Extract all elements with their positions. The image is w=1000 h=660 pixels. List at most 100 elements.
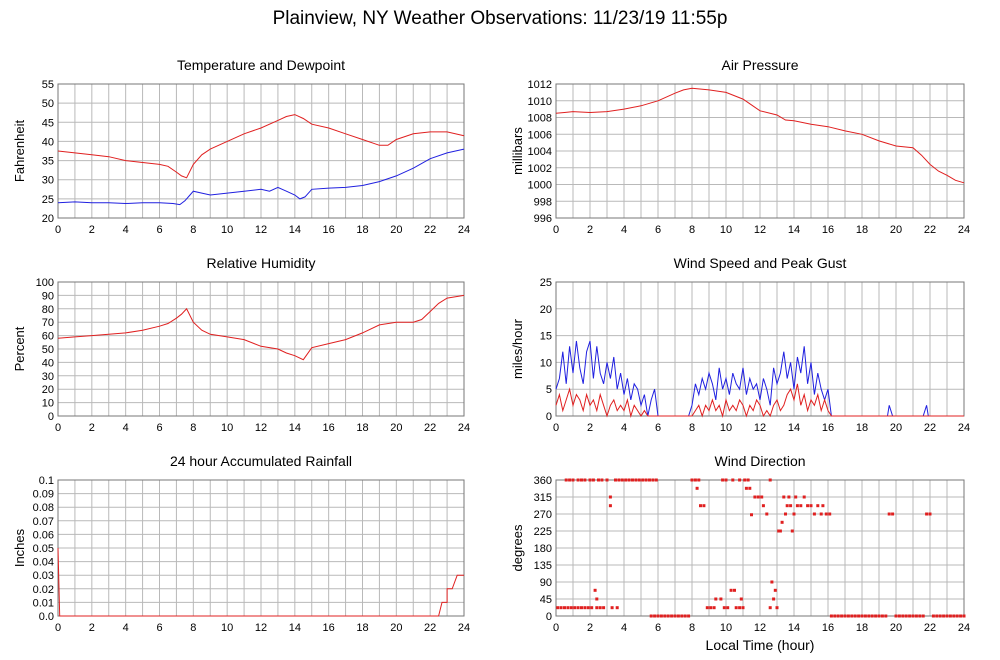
x-tick-label: 10 xyxy=(720,622,732,634)
series-line-0 xyxy=(57,547,464,617)
data-point xyxy=(724,478,728,482)
x-tick-label: 18 xyxy=(356,422,368,434)
data-point xyxy=(593,588,597,592)
x-tick-label: 0 xyxy=(553,622,559,634)
data-point xyxy=(556,606,560,610)
y-tick-label: 1010 xyxy=(528,96,552,108)
x-tick-label: 0 xyxy=(55,224,61,236)
x-tick-label: 14 xyxy=(788,622,800,634)
x-tick-label: 0 xyxy=(55,422,61,434)
x-tick-label: 16 xyxy=(323,422,335,434)
x-tick-label: 22 xyxy=(924,422,936,434)
data-point xyxy=(680,614,684,618)
data-point xyxy=(627,478,631,482)
data-point xyxy=(863,614,867,618)
y-tick-label: 0.09 xyxy=(33,489,54,501)
plot-frame xyxy=(555,479,965,617)
y-tick-label: 1002 xyxy=(528,163,552,175)
x-tick-label: 2 xyxy=(89,224,95,236)
y-tick-label: 0.1 xyxy=(39,475,54,487)
series-line-0 xyxy=(57,114,465,179)
series-line-1 xyxy=(57,148,465,206)
y-tick-label: 0.02 xyxy=(33,584,54,596)
data-point xyxy=(819,512,823,516)
x-tick-label: 20 xyxy=(890,422,902,434)
x-tick-label: 14 xyxy=(788,224,800,236)
data-point xyxy=(734,606,738,610)
data-point xyxy=(683,614,687,618)
plot-frame xyxy=(555,83,965,219)
data-point xyxy=(699,504,702,508)
x-tick-label: 22 xyxy=(924,224,936,236)
data-point xyxy=(768,606,772,610)
data-point xyxy=(931,614,935,618)
data-point xyxy=(945,614,949,618)
x-tick-label: 22 xyxy=(924,622,936,634)
data-point xyxy=(925,512,929,516)
y-tick-label: 35 xyxy=(42,156,54,168)
data-point xyxy=(743,478,747,482)
x-tick-label: 2 xyxy=(587,422,593,434)
panel-title: Wind Direction xyxy=(714,453,805,469)
data-point xyxy=(750,513,753,517)
data-point xyxy=(726,606,730,610)
y-tick-label: 1000 xyxy=(528,180,552,192)
x-tick-label: 16 xyxy=(323,224,335,236)
data-point xyxy=(564,478,568,482)
y-tick-label: 0.06 xyxy=(33,529,54,541)
plot-frame xyxy=(57,281,465,417)
panel-title: 24 hour Accumulated Rainfall xyxy=(170,453,352,469)
y-tick-label: 1004 xyxy=(528,146,552,158)
x-tick-label: 6 xyxy=(156,224,162,236)
data-point xyxy=(663,614,667,618)
data-point xyxy=(610,606,614,610)
data-point xyxy=(738,606,742,610)
y-tick-label: 0.08 xyxy=(33,502,54,514)
data-point xyxy=(952,614,956,618)
x-tick-label: 14 xyxy=(289,224,301,236)
data-point xyxy=(962,614,966,618)
data-point xyxy=(729,588,733,592)
data-point xyxy=(620,478,624,482)
data-point xyxy=(733,588,736,592)
x-tick-label: 4 xyxy=(621,622,627,634)
x-tick-label: 18 xyxy=(856,622,868,634)
data-point xyxy=(741,606,745,610)
y-tick-label: 0.07 xyxy=(33,516,54,528)
data-point xyxy=(780,520,784,524)
data-point xyxy=(731,478,735,482)
data-point xyxy=(654,478,658,482)
data-point xyxy=(778,529,782,533)
series-line-0 xyxy=(555,87,965,184)
x-tick-label: 2 xyxy=(587,622,593,634)
x-tick-label: 24 xyxy=(458,224,470,236)
y-tick-label: 0.05 xyxy=(33,543,54,555)
data-point xyxy=(935,614,939,618)
x-tick-label: 6 xyxy=(655,224,661,236)
data-point xyxy=(809,504,813,508)
data-point xyxy=(576,478,580,482)
data-point xyxy=(760,495,764,499)
y-tick-label: 0.04 xyxy=(33,557,54,569)
data-point xyxy=(794,495,798,499)
x-tick-label: 14 xyxy=(788,422,800,434)
x-tick-label: 12 xyxy=(255,422,267,434)
data-point xyxy=(784,512,787,516)
data-point xyxy=(829,614,833,618)
y-axis-label: Inches xyxy=(12,528,27,567)
data-point xyxy=(637,478,641,482)
y-axis-label: Percent xyxy=(12,326,27,371)
data-point xyxy=(559,606,563,610)
y-tick-label: 40 xyxy=(42,357,54,369)
data-point xyxy=(782,495,786,499)
data-point xyxy=(884,614,888,618)
x-tick-label: 18 xyxy=(856,224,868,236)
data-point xyxy=(695,486,699,490)
data-point xyxy=(942,614,946,618)
x-tick-label: 16 xyxy=(323,622,335,634)
data-point xyxy=(765,512,769,516)
